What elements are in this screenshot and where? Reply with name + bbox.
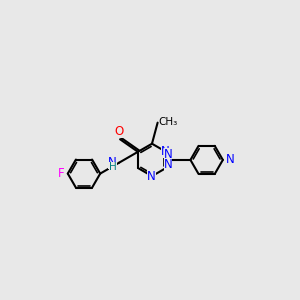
Text: O: O bbox=[115, 125, 124, 138]
Text: N: N bbox=[164, 148, 172, 161]
Text: CH₃: CH₃ bbox=[159, 117, 178, 127]
Text: N: N bbox=[161, 145, 170, 158]
Text: H: H bbox=[109, 162, 117, 172]
Text: N: N bbox=[164, 158, 172, 172]
Text: N: N bbox=[147, 170, 156, 183]
Text: N: N bbox=[226, 153, 235, 167]
Text: N: N bbox=[108, 156, 117, 169]
Text: F: F bbox=[58, 167, 65, 180]
